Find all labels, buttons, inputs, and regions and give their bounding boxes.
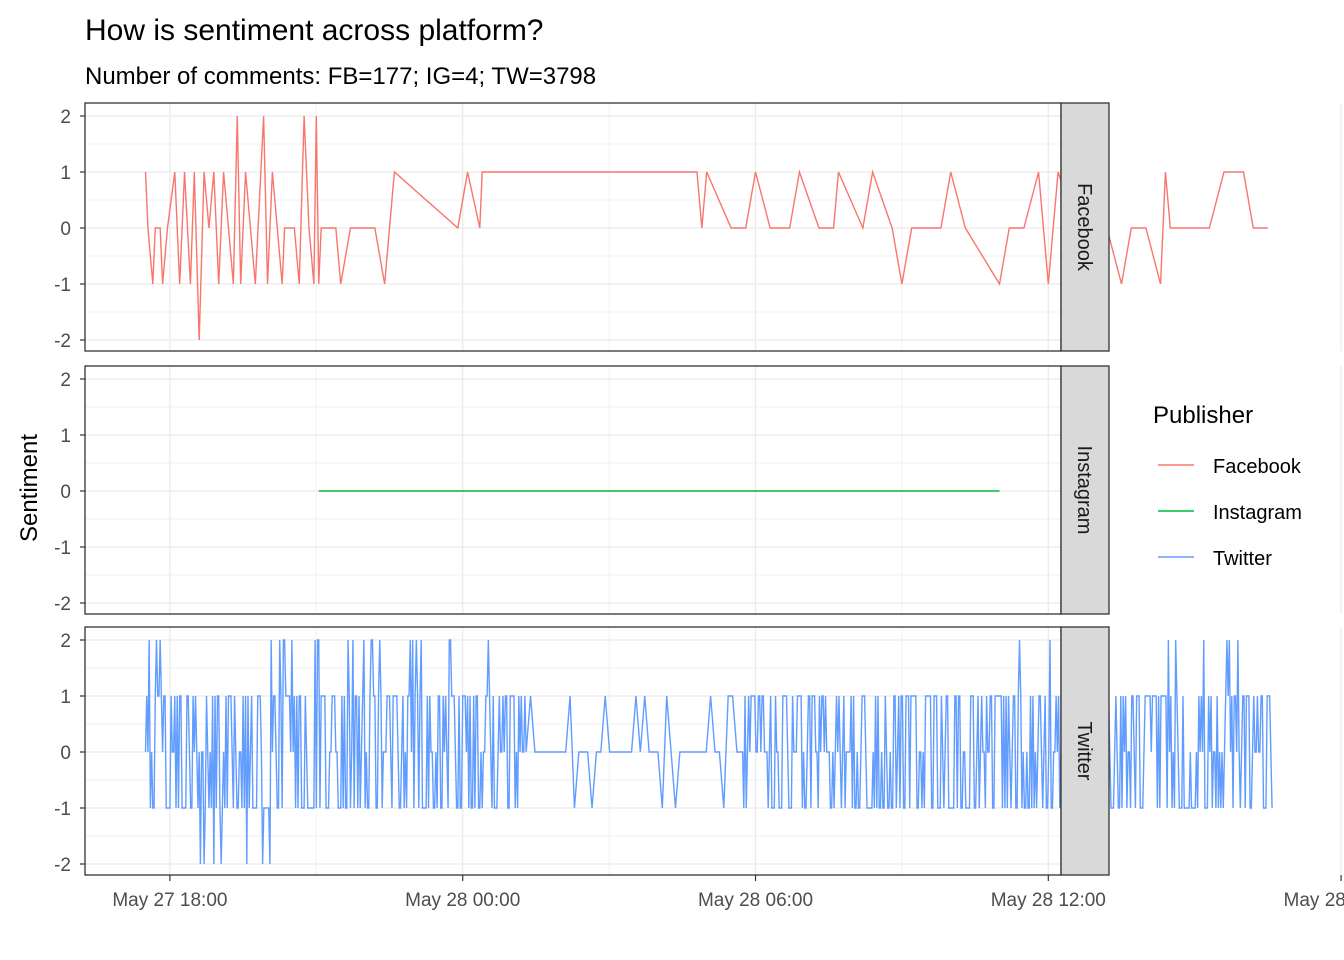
facet-strip	[1060, 626, 1110, 876]
legend-items: Facebook Instagram Twitter	[1158, 456, 1302, 570]
y-tick-label: -2	[54, 855, 71, 876]
y-tick-label: -1	[54, 275, 71, 296]
facet-strip-label: Facebook	[1073, 183, 1095, 272]
panel-background	[85, 627, 1061, 875]
y-tick-label: 0	[60, 482, 71, 503]
facet-strip-label: Twitter	[1073, 722, 1095, 781]
x-tick-label: May 27 18:00	[112, 890, 227, 911]
legend-label-twitter: Twitter	[1213, 548, 1272, 570]
y-tick-label: -1	[54, 799, 71, 820]
chart-subtitle: Number of comments: FB=177; IG=4; TW=379…	[85, 63, 596, 90]
chart-title: How is sentiment across platform?	[85, 14, 544, 47]
legend-title: Publisher	[1153, 402, 1253, 429]
y-tick-label: -1	[54, 538, 71, 559]
series-line-facebook	[144, 115, 1268, 341]
facet-strip	[1060, 365, 1110, 615]
panel-background	[85, 103, 1061, 351]
series-line-twitter	[144, 639, 1273, 865]
y-tick-label: 1	[60, 163, 71, 184]
legend: Publisher Facebook Instagram Twitter	[1153, 402, 1302, 570]
panel-instagram: 2 1 0 -1 -2 Instagram	[54, 365, 1342, 615]
facet-strip	[1060, 102, 1110, 352]
y-tick-label: 2	[60, 370, 71, 391]
y-tick-label: 1	[60, 687, 71, 708]
y-tick-label: 2	[60, 107, 71, 128]
x-tick-label: May 28 06:00	[698, 890, 813, 911]
x-tick-label: May 28 12:00	[991, 890, 1106, 911]
panel-background	[85, 366, 1061, 614]
y-tick-label: 0	[60, 219, 71, 240]
panel-facebook: 2 1 0 -1 -2 Facebook	[54, 102, 1342, 352]
panel-twitter: 2 1 0 -1 -2 Twitter	[54, 626, 1342, 876]
legend-label-instagram: Instagram	[1213, 502, 1302, 524]
y-tick-label: -2	[54, 331, 71, 352]
x-axis: May 27 18:00 May 28 00:00 May 28 06:00 May …	[112, 875, 1344, 911]
x-tick-label: May 28 00:00	[405, 890, 520, 911]
x-tick-label: May 28 18:00	[1284, 890, 1344, 911]
facet-strip-label: Instagram	[1073, 446, 1095, 535]
y-tick-label: 1	[60, 426, 71, 447]
facet-panels: 2 1 0 -1 -2 Facebook 2 1 0 -1 -2 Instagram 2 1 0 -1 -2 Tw…	[54, 102, 1342, 876]
y-tick-label: 2	[60, 631, 71, 652]
legend-label-facebook: Facebook	[1213, 456, 1302, 478]
y-tick-label: -2	[54, 594, 71, 615]
y-tick-label: 0	[60, 743, 71, 764]
y-axis-title: Sentiment	[16, 434, 43, 542]
